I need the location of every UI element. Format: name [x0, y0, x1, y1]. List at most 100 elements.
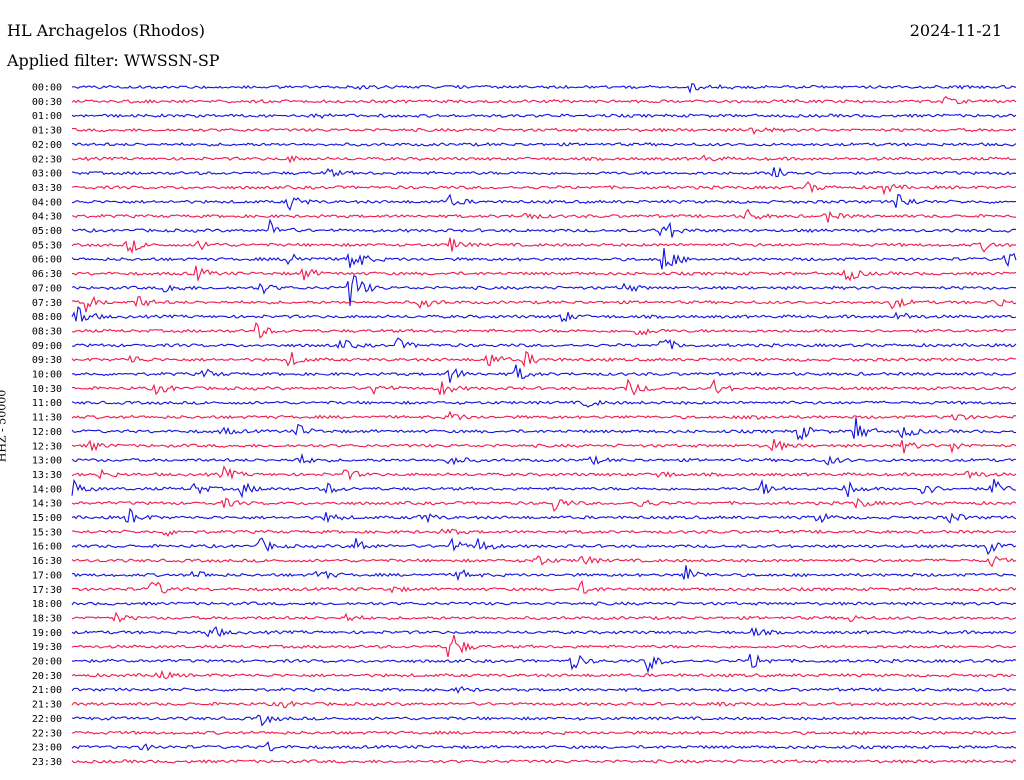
trace-line	[71, 700, 1017, 709]
trace-line	[71, 465, 1017, 481]
time-tick-label: 01:30	[32, 126, 62, 137]
trace-line	[71, 439, 1017, 454]
trace-line	[71, 181, 1017, 196]
time-tick-label: 22:30	[32, 728, 62, 739]
trace-line	[71, 337, 1017, 350]
time-tick-label: 19:30	[32, 642, 62, 653]
trace-line	[71, 601, 1017, 607]
trace-line	[71, 653, 1017, 674]
trace-line	[71, 565, 1017, 582]
trace-line	[71, 410, 1017, 421]
time-tick-label: 21:00	[32, 685, 62, 696]
trace-line	[71, 154, 1017, 164]
time-tick-label: 15:30	[32, 527, 62, 538]
trace-line	[71, 497, 1017, 512]
time-tick-label: 12:00	[32, 427, 62, 438]
time-tick-label: 04:30	[32, 212, 62, 223]
time-tick-label: 16:00	[32, 542, 62, 553]
time-tick-label: 08:30	[32, 326, 62, 337]
trace-line	[71, 274, 1017, 306]
time-tick-label: 04:00	[32, 197, 62, 208]
time-tick-label: 00:30	[32, 97, 62, 108]
trace-line	[71, 378, 1017, 396]
time-tick-label: 13:30	[32, 470, 62, 481]
trace-line	[71, 237, 1017, 255]
trace-line	[71, 417, 1017, 441]
time-tick-label: 01:00	[32, 111, 62, 122]
time-tick-label: 05:00	[32, 226, 62, 237]
time-tick-label: 14:00	[32, 484, 62, 495]
time-tick-label: 11:00	[32, 398, 62, 409]
time-tick-label: 16:30	[32, 556, 62, 567]
time-tick-label: 15:00	[32, 513, 62, 524]
time-tick-label: 03:00	[32, 169, 62, 180]
trace-line	[71, 399, 1017, 408]
time-tick-label: 20:30	[32, 671, 62, 682]
trace-line	[71, 95, 1017, 105]
time-tick-label: 13:00	[32, 456, 62, 467]
trace-line	[71, 714, 1017, 727]
time-tick-label: 09:30	[32, 355, 62, 366]
time-tick-label: 14:30	[32, 499, 62, 510]
trace-line	[71, 265, 1017, 282]
time-tick-label: 22:00	[32, 714, 62, 725]
trace-line	[71, 686, 1017, 694]
time-tick-label: 06:30	[32, 269, 62, 280]
trace-line	[71, 452, 1017, 466]
trace-line	[71, 669, 1017, 680]
time-tick-label: 09:00	[32, 341, 62, 352]
time-tick-label: 07:00	[32, 283, 62, 294]
time-tick-label: 02:30	[32, 154, 62, 165]
date-label: 2024-11-21	[909, 21, 1002, 40]
trace-line	[71, 166, 1017, 178]
trace-line	[71, 208, 1017, 223]
trace-line	[71, 82, 1017, 95]
time-tick-label: 19:00	[32, 628, 62, 639]
time-tick-label: 20:00	[32, 657, 62, 668]
time-tick-label: 10:00	[32, 370, 62, 381]
time-tick-label: 10:30	[32, 384, 62, 395]
trace-line	[71, 741, 1017, 752]
time-tick-label: 21:30	[32, 700, 62, 711]
trace-line	[71, 193, 1017, 211]
trace-line	[71, 127, 1017, 136]
trace-line	[71, 478, 1017, 499]
trace-line	[71, 507, 1017, 524]
trace-line	[71, 364, 1017, 383]
time-tick-label: 18:30	[32, 613, 62, 624]
time-tick-label: 23:30	[32, 757, 62, 768]
trace-line	[71, 295, 1017, 313]
trace-line	[71, 759, 1017, 764]
time-tick-label: 02:00	[32, 140, 62, 151]
trace-line	[71, 321, 1017, 339]
trace-line	[71, 611, 1017, 623]
time-tick-label: 12:30	[32, 441, 62, 452]
trace-line	[71, 730, 1017, 736]
trace-line	[71, 218, 1017, 238]
trace-line	[71, 350, 1017, 368]
trace-line	[71, 555, 1017, 568]
time-tick-label: 07:30	[32, 298, 62, 309]
time-tick-label: 17:00	[32, 570, 62, 581]
trace-line	[71, 142, 1017, 147]
trace-line	[71, 305, 1017, 323]
time-tick-label: 11:30	[32, 413, 62, 424]
trace-line	[71, 579, 1017, 594]
time-tick-label: 17:30	[32, 585, 62, 596]
time-tick-label: 00:00	[32, 83, 62, 94]
trace-line	[71, 248, 1017, 270]
time-tick-label: 08:00	[32, 312, 62, 323]
time-tick-label: 06:00	[32, 255, 62, 266]
time-tick-label: 03:30	[32, 183, 62, 194]
time-tick-label: 23:00	[32, 743, 62, 754]
trace-line	[71, 113, 1017, 119]
time-tick-label: 05:30	[32, 240, 62, 251]
trace-line	[71, 626, 1017, 638]
filter-label: Applied filter: WWSSN-SP	[7, 51, 220, 70]
time-tick-label: 18:00	[32, 599, 62, 610]
trace-line	[71, 528, 1017, 537]
station-title: HL Archagelos (Rhodos)	[7, 21, 205, 40]
trace-line	[71, 634, 1017, 658]
trace-line	[71, 537, 1017, 556]
